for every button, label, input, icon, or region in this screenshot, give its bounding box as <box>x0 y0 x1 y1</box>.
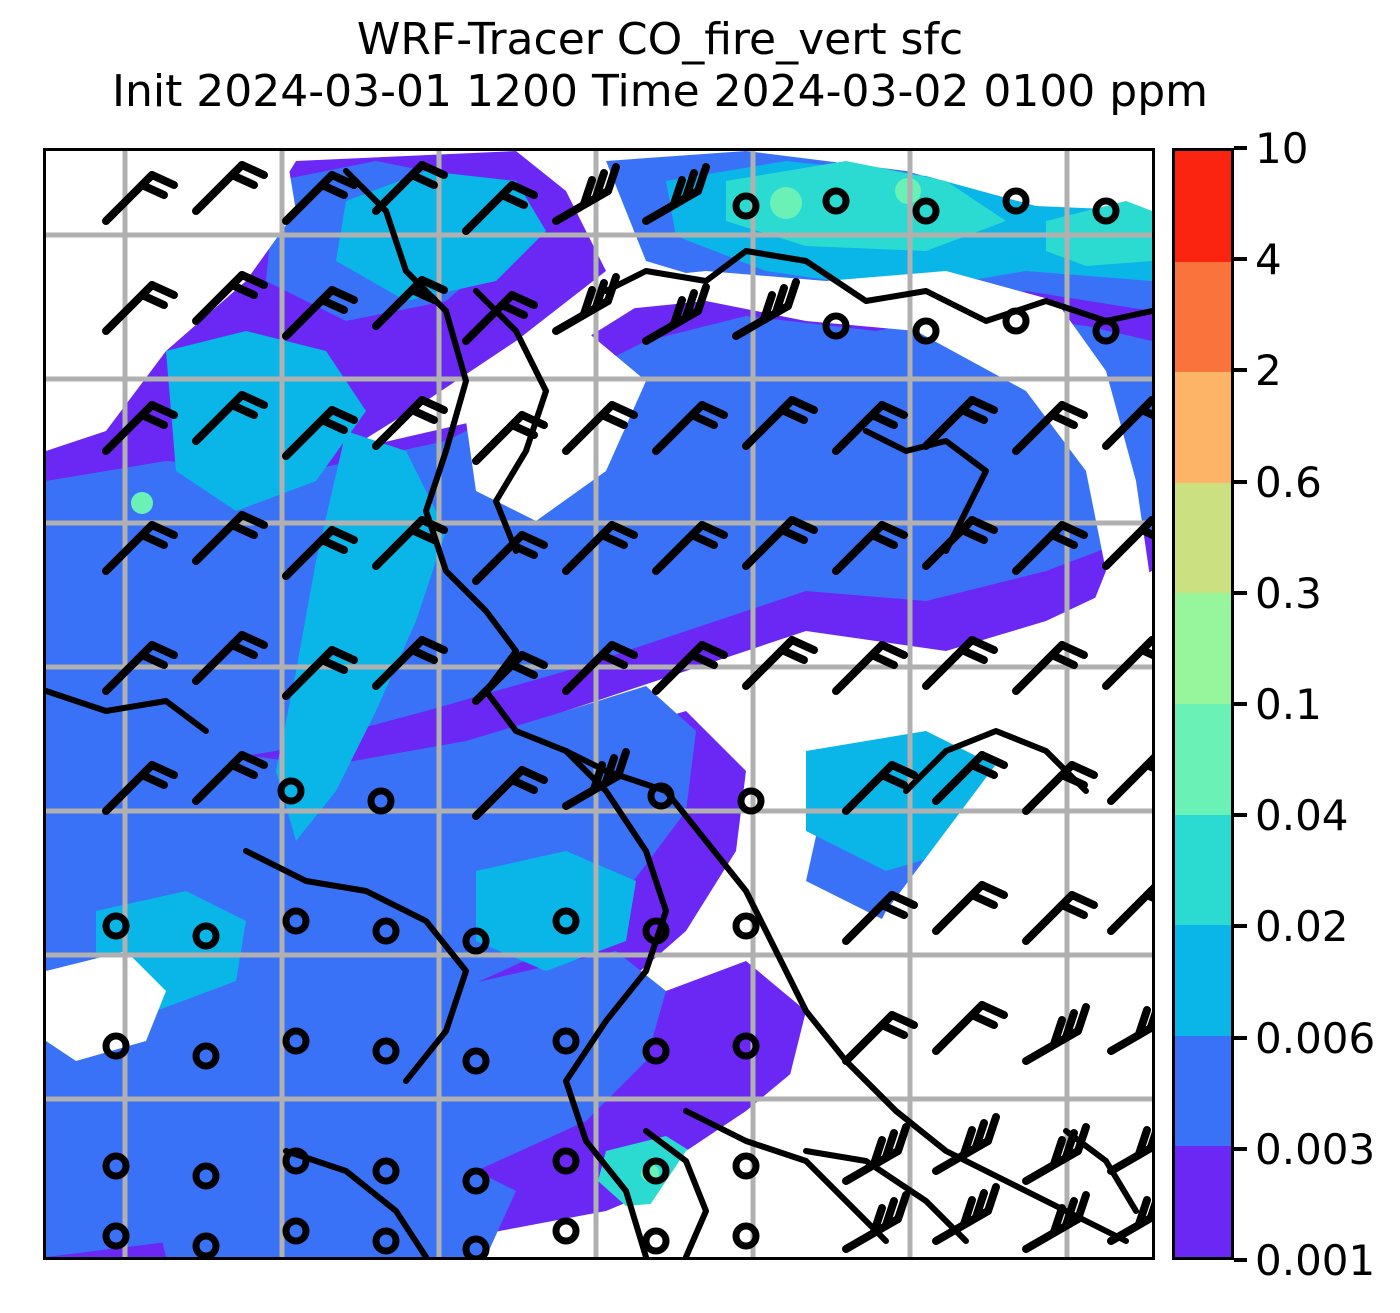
colorbar-band <box>1175 372 1231 483</box>
colorbar-tick-label: 0.02 <box>1255 902 1349 952</box>
colorbar-tick-label: 0.3 <box>1255 568 1322 618</box>
colorbar-tick-label: 0.006 <box>1255 1013 1376 1063</box>
colorbar-tick-mark <box>1234 1035 1247 1040</box>
title-line-secondary: Init 2024-03-01 1200 Time 2024-03-02 010… <box>111 65 1209 117</box>
lat-lon-grid <box>46 151 1152 1257</box>
colorbar-tick-mark <box>1234 368 1247 373</box>
colorbar-tick-mark <box>1234 1258 1247 1262</box>
colorbar-tick-mark <box>1234 257 1247 262</box>
title-line-primary: WRF-Tracer CO_fire_vert sfc <box>356 14 964 65</box>
colorbar-tick-mark <box>1234 813 1247 818</box>
colorbar-band <box>1175 482 1231 594</box>
colorbar-tick-mark <box>1234 146 1247 150</box>
colorbar-band <box>1175 1035 1231 1147</box>
colorbar-tick-label: 0.001 <box>1255 1236 1376 1285</box>
colorbar-band <box>1175 261 1231 373</box>
colorbar-tick-mark <box>1234 924 1247 929</box>
colorbar-tick-label: 4 <box>1255 235 1282 285</box>
colorbar-tick-labels: 10 4 2 0.6 0.3 0.1 0.04 0.02 0.006 0.003 0.001 <box>1234 128 1400 1282</box>
colorbar-tick-mark <box>1234 1146 1247 1151</box>
colorbar-tick-label: 10 <box>1255 124 1309 173</box>
colorbar-band <box>1175 593 1231 704</box>
colorbar-band <box>1175 703 1231 815</box>
colorbar-tick-label: 0.003 <box>1255 1124 1376 1174</box>
colorbar-tick-label: 0.04 <box>1255 791 1349 841</box>
colorbar-tick-label: 2 <box>1255 346 1282 396</box>
colorbar-tick-label: 0.1 <box>1255 680 1322 729</box>
figure-title: WRF-Tracer CO_fire_vert sfc Init 2024-03… <box>0 14 1320 118</box>
colorbar-band <box>1175 1146 1231 1257</box>
map-plot-area <box>43 148 1155 1260</box>
colorbar-tick-mark <box>1234 702 1247 706</box>
colorbar-tick-mark <box>1234 590 1247 595</box>
colorbar-tick-mark <box>1234 479 1247 484</box>
colorbar-band <box>1175 814 1231 926</box>
colorbar <box>1172 148 1234 1260</box>
map-render-surface <box>46 151 1152 1257</box>
colorbar-tick-label: 0.6 <box>1255 457 1322 507</box>
colorbar-band-stack <box>1175 151 1231 1257</box>
colorbar-band <box>1175 925 1231 1036</box>
colorbar-band <box>1175 151 1231 262</box>
